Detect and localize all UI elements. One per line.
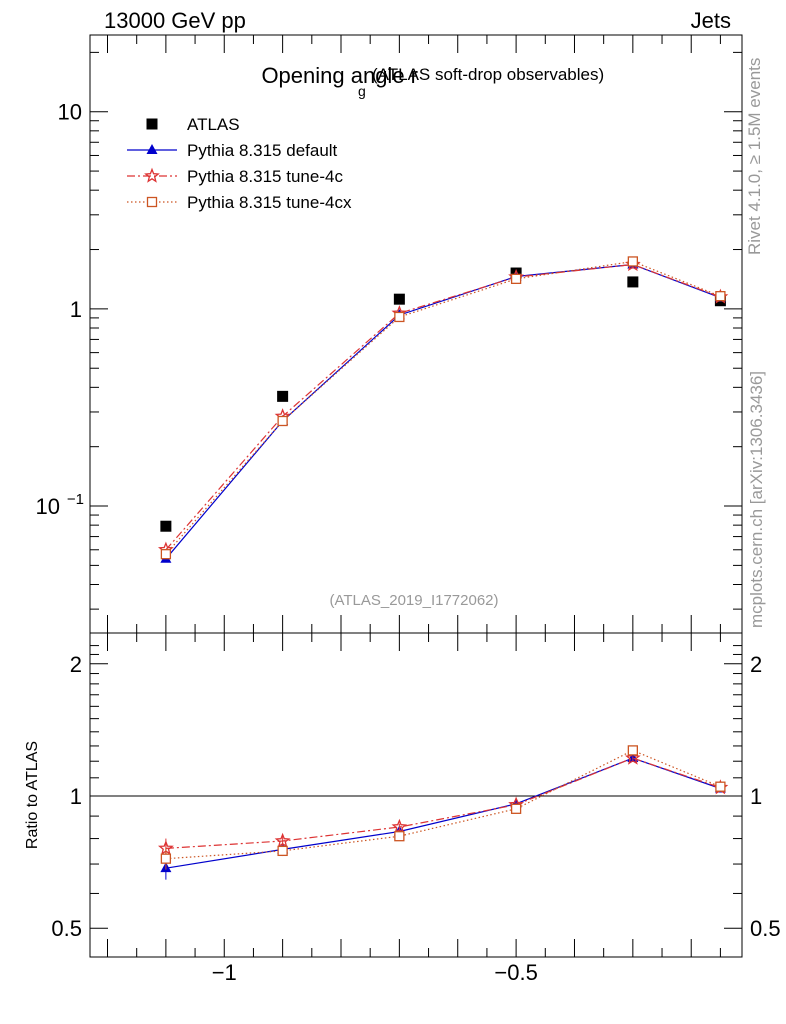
main-point-pythia-8-315-tune-4cx xyxy=(627,256,638,267)
category-label: Jets xyxy=(690,8,731,33)
main-line-pythia-8-315-tune-4cx xyxy=(165,260,721,555)
legend-entry-label: ATLAS xyxy=(187,115,240,134)
ratio-point-pythia-8-315-tune-4cx xyxy=(277,845,288,857)
legend-marker xyxy=(144,167,160,183)
chart-title-subscript: g xyxy=(358,83,366,99)
ratio-line-pythia-8-315-tune-4c xyxy=(165,757,721,849)
rivet-side-label: Rivet 4.1.0, ≥ 1.5M events xyxy=(745,58,764,255)
legend-marker xyxy=(146,118,158,130)
chart-title-suffix: (ATLAS soft-drop observables) xyxy=(372,65,604,84)
main-point-atlas xyxy=(393,293,405,305)
main-point-atlas xyxy=(160,520,172,532)
y-tick-label: 10 xyxy=(36,494,60,519)
x-tick-label: −0.5 xyxy=(494,960,537,985)
ratio-point-pythia-8-315-tune-4c xyxy=(624,749,641,765)
main-point-pythia-8-315-tune-4cx xyxy=(510,273,522,285)
legend-entry-label: Pythia 8.315 default xyxy=(187,141,338,160)
ratio-point-pythia-8-315-tune-4cx xyxy=(627,745,638,756)
main-line-pythia-8-315-default xyxy=(165,263,721,560)
mcplots-side-label: mcplots.cern.ch [arXiv:1306.3436] xyxy=(747,371,766,628)
ratio-plot-series xyxy=(157,745,729,880)
energy-label: 13000 GeV pp xyxy=(104,8,246,33)
ratio-y-axis-label: Ratio to ATLAS xyxy=(24,741,41,849)
ratio-y-tick-label-left: 2 xyxy=(70,652,82,677)
legend: ATLAS Pythia 8.315 default Pythia 8.315 tu… xyxy=(127,115,352,212)
ratio-y-tick-label-left: 1 xyxy=(70,784,82,809)
ratio-point-pythia-8-315-tune-4cx xyxy=(160,853,172,864)
main-line-pythia-8-315-tune-4c xyxy=(165,263,721,551)
ratio-line-pythia-8-315-default xyxy=(165,757,721,869)
ratio-point-pythia-8-315-tune-4c xyxy=(274,832,291,848)
main-point-pythia-8-315-tune-4cx xyxy=(394,311,405,323)
ratio-y-tick-label-left: 0.5 xyxy=(51,916,82,941)
ratio-point-pythia-8-315-tune-4cx xyxy=(394,831,405,842)
main-point-atlas xyxy=(627,276,639,288)
ratio-plot-border xyxy=(89,632,743,958)
main-axis-ticks: 10 1 10 −1 xyxy=(36,35,742,633)
ratio-axis-ticks: −1 −0.5 2 2 1 1 0.5 0.5 xyxy=(51,633,781,985)
legend-marker xyxy=(146,196,158,208)
main-point-pythia-8-315-tune-4cx xyxy=(160,549,172,560)
main-point-atlas xyxy=(277,390,289,402)
ratio-line-pythia-8-315-tune-4cx xyxy=(165,749,721,860)
main-point-pythia-8-315-tune-4cx xyxy=(715,291,726,302)
ratio-plot-frame xyxy=(89,632,743,958)
ratio-y-tick-label-right: 2 xyxy=(750,652,762,677)
ratio-y-tick-label-right: 0.5 xyxy=(750,916,781,941)
y-tick-label: 1 xyxy=(70,297,82,322)
legend-entry-label: Pythia 8.315 tune-4c xyxy=(187,167,343,186)
ratio-point-pythia-8-315-tune-4cx xyxy=(510,803,522,814)
y-tick-label: 10 xyxy=(58,100,82,125)
legend-marker xyxy=(146,144,158,154)
y-tick-label-exponent: −1 xyxy=(67,491,84,508)
legend-entry-label: Pythia 8.315 tune-4cx xyxy=(187,193,352,212)
main-point-pythia-8-315-tune-4cx xyxy=(277,415,288,427)
chart-title-main: Opening angle r xyxy=(261,63,418,88)
ratio-point-pythia-8-315-tune-4cx xyxy=(715,781,726,792)
ratio-y-tick-label-right: 1 xyxy=(750,784,762,809)
analysis-id-label: (ATLAS_2019_I1772062) xyxy=(329,592,498,609)
ratio-point-pythia-8-315-tune-4c xyxy=(391,818,408,834)
main-plot-series xyxy=(157,256,729,563)
x-tick-label: −1 xyxy=(212,960,237,985)
